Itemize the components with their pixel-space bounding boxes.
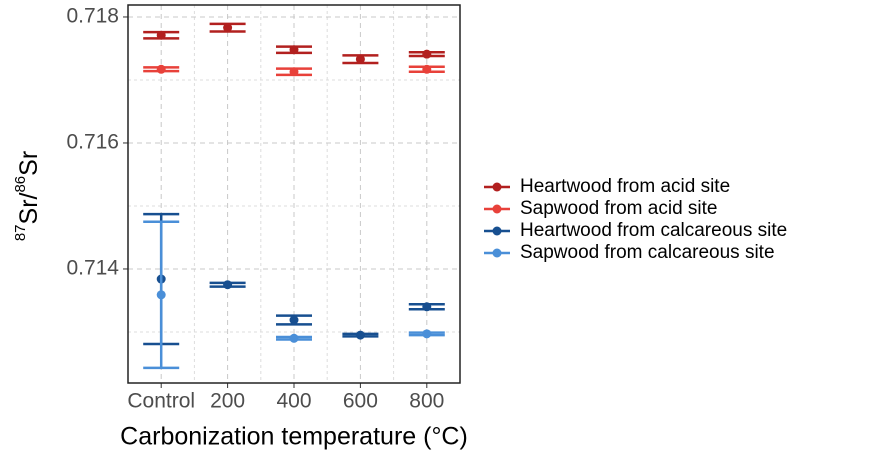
y-label-part: Sr/ [15, 192, 43, 224]
point [422, 64, 432, 74]
legend-marker [492, 248, 502, 258]
legend-label: Heartwood from calcareous site [520, 220, 787, 241]
legend-label: Sapwood from calcareous site [520, 242, 775, 263]
y-tick-label: 0.716 [66, 131, 119, 154]
y-label-part: 87 [12, 224, 29, 241]
y-tick-label: 0.714 [66, 257, 119, 280]
point [355, 54, 365, 64]
point [422, 302, 432, 312]
point [223, 23, 233, 33]
legend-marker [492, 204, 502, 214]
point [422, 329, 432, 339]
y-axis-label: 87Sr/86Sr [12, 151, 43, 241]
point [355, 330, 365, 340]
y-label-part: Sr [15, 151, 43, 176]
point [289, 333, 299, 343]
point [156, 30, 166, 40]
point [289, 45, 299, 55]
x-tick-label: 800 [409, 390, 444, 413]
point [422, 49, 432, 59]
point [223, 280, 233, 290]
legend-label: Sapwood from acid site [520, 198, 718, 219]
x-tick-label: 200 [210, 390, 245, 413]
x-tick-label: 600 [343, 390, 378, 413]
point [289, 67, 299, 77]
panel-border [127, 4, 461, 384]
x-axis-label: Carbonization temperature (°C) [120, 423, 468, 451]
point [156, 290, 166, 300]
x-tick-label: 400 [276, 390, 311, 413]
y-label-part: 86 [12, 176, 29, 193]
point [289, 315, 299, 325]
legend-marker [492, 182, 502, 192]
x-tick-label: Control [127, 390, 195, 413]
legend-label: Heartwood from acid site [520, 176, 730, 197]
point [156, 64, 166, 74]
y-tick-label: 0.718 [66, 5, 119, 28]
legend-marker [492, 226, 502, 236]
